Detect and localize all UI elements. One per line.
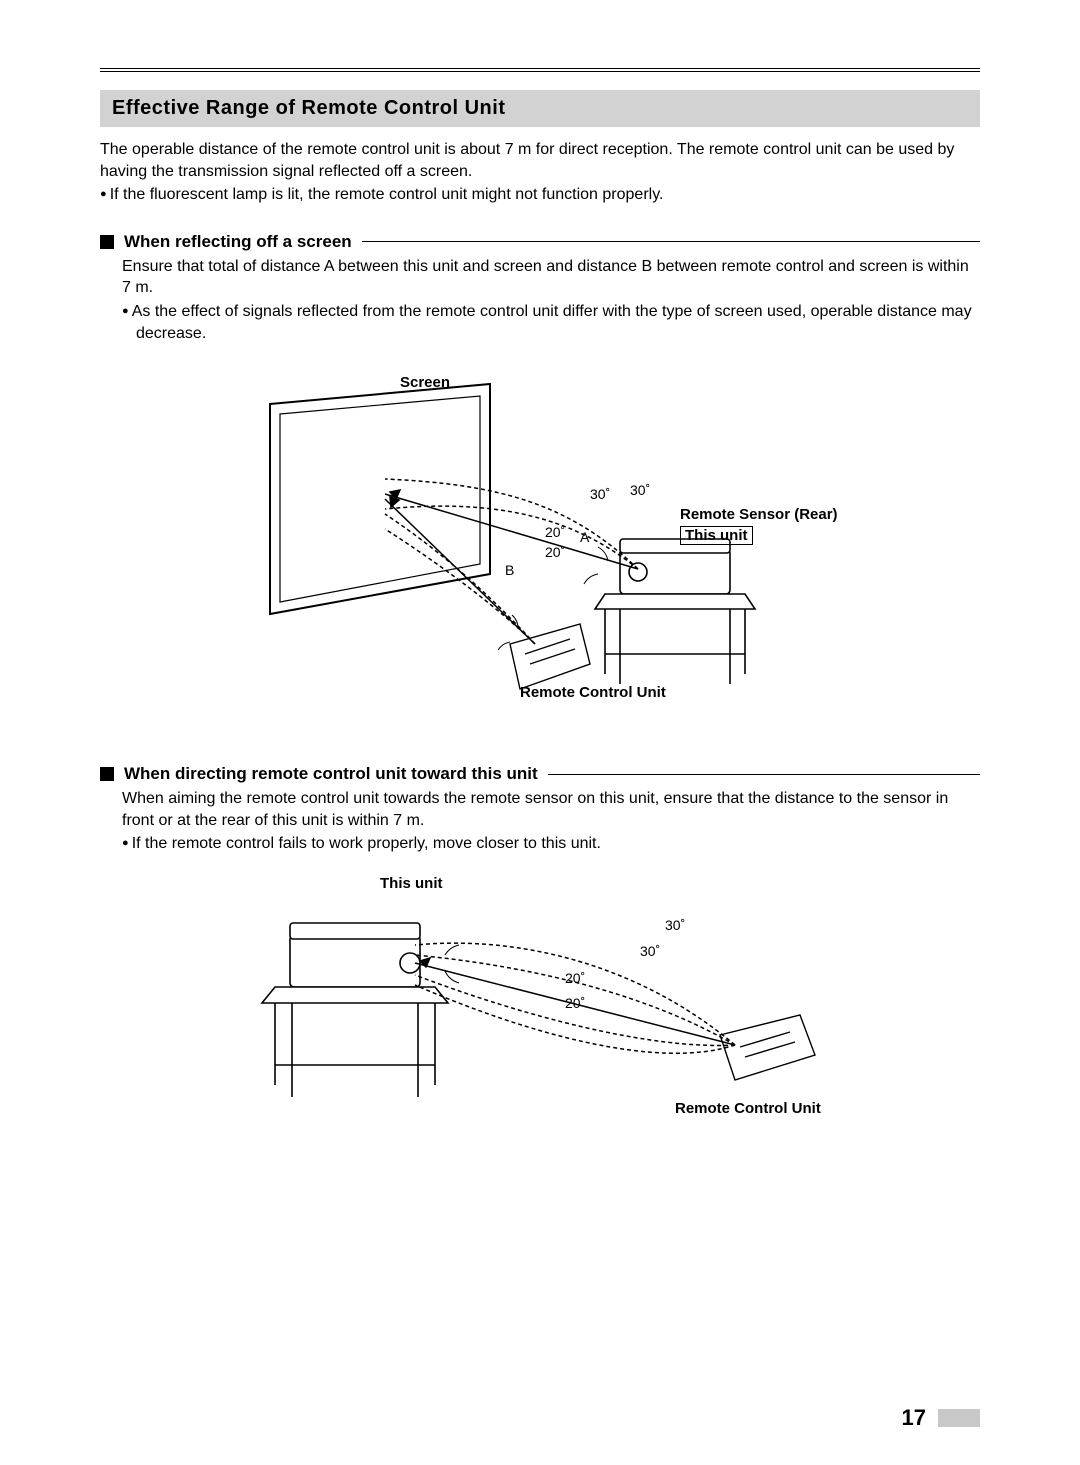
sub2-bullet: If the remote control fails to work prop… (100, 833, 980, 855)
angle-20-1: 20˚ (545, 524, 565, 540)
sub2-body: When aiming the remote control unit towa… (100, 788, 980, 831)
section-title: Effective Range of Remote Control Unit (100, 90, 980, 127)
label-this-unit-2: This unit (380, 875, 443, 892)
page-footer: 17 (902, 1405, 980, 1431)
angle-20-2: 20˚ (545, 544, 565, 560)
angle2-30-1: 30˚ (665, 917, 685, 933)
subheading-reflecting: When reflecting off a screen (100, 232, 980, 252)
label-b: B (505, 562, 514, 578)
diagram-directing: This unit Remote Control Unit 30˚ 30˚ 20… (100, 875, 980, 1155)
angle-30-2: 30˚ (630, 482, 650, 498)
square-bullet-icon (100, 767, 114, 781)
label-this-unit: This unit (680, 526, 753, 545)
diagram1-svg (240, 364, 840, 734)
angle2-20-2: 20˚ (565, 995, 585, 1011)
intro-bullet: If the fluorescent lamp is lit, the remo… (100, 184, 980, 206)
label-remote-sensor: Remote Sensor (Rear) (680, 506, 838, 523)
sub1-bullet: As the effect of signals reflected from … (100, 301, 980, 344)
label-a: A (580, 529, 589, 545)
angle-30-1: 30˚ (590, 486, 610, 502)
subheading-directing: When directing remote control unit towar… (100, 764, 980, 784)
diagram-reflecting: Screen Remote Sensor (Rear) This unit Re… (100, 364, 980, 734)
angle2-30-2: 30˚ (640, 943, 660, 959)
square-bullet-icon (100, 235, 114, 249)
subheading-line (548, 774, 980, 775)
page-number: 17 (902, 1405, 926, 1431)
subheading-line (362, 241, 980, 242)
intro-text: The operable distance of the remote cont… (100, 139, 980, 182)
label-screen: Screen (400, 374, 450, 391)
angle2-20-1: 20˚ (565, 970, 585, 986)
subheading-label: When directing remote control unit towar… (124, 764, 538, 784)
subheading-label: When reflecting off a screen (124, 232, 352, 252)
page-tab (938, 1409, 980, 1427)
label-remote-control-2: Remote Control Unit (675, 1100, 821, 1117)
top-rule (100, 68, 980, 72)
label-remote-control: Remote Control Unit (520, 684, 666, 701)
sub1-body: Ensure that total of distance A between … (100, 256, 980, 299)
